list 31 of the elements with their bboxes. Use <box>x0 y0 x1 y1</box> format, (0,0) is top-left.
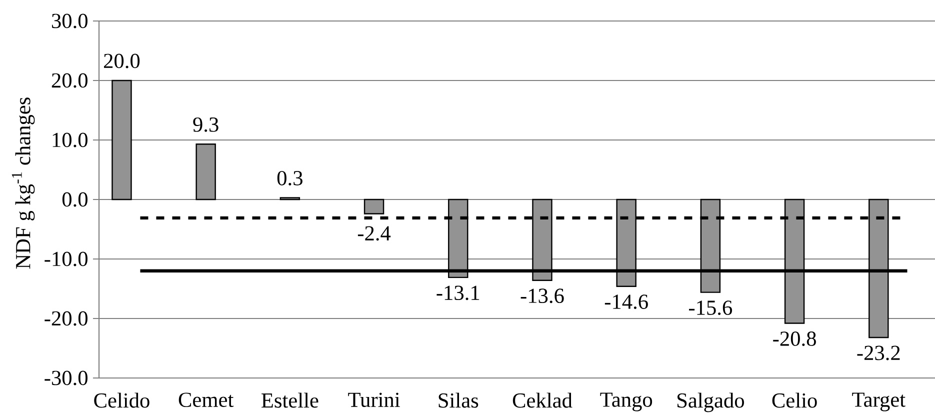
y-tick-label: -20.0 <box>44 311 88 326</box>
data-label: -20.8 <box>773 332 816 346</box>
bar <box>196 144 216 200</box>
y-tick-label: -10.0 <box>44 252 88 266</box>
x-tick-label: Tango <box>600 392 652 412</box>
x-tick-label: Estelle <box>262 392 318 408</box>
bar <box>364 198 384 214</box>
x-tick-label: Celio <box>772 392 817 408</box>
x-tick-label: Turini <box>348 392 400 408</box>
bar <box>112 80 132 200</box>
x-tick-label: Cemet <box>178 392 234 408</box>
data-label: 20.0 <box>104 54 140 68</box>
data-label: -13.1 <box>436 286 480 300</box>
x-tick-label: Celido <box>94 392 150 408</box>
data-label: -23.2 <box>857 346 900 360</box>
y-tick-label: 20.0 <box>52 73 88 88</box>
y-axis-title: NDF g kg$^{-1}$ changes <box>12 98 35 269</box>
data-label: -2.4 <box>358 226 391 241</box>
x-tick-label: Silas <box>438 392 478 408</box>
data-label: -14.6 <box>604 294 648 310</box>
data-label: -15.6 <box>689 300 732 315</box>
x-tick-label: Target <box>852 392 906 412</box>
y-tick-label: 0.0 <box>62 192 88 207</box>
x-tick-label: Ceklad <box>512 392 572 408</box>
data-label: -13.6 <box>520 288 564 304</box>
x-tick-label: Salgado <box>677 392 744 412</box>
data-label: 0.3 <box>277 170 302 186</box>
y-tick-label: 10.0 <box>52 132 88 148</box>
y-tick-label: -30.0 <box>44 370 88 386</box>
data-label: 9.3 <box>193 117 218 132</box>
y-tick-label: 30.0 <box>52 14 88 28</box>
